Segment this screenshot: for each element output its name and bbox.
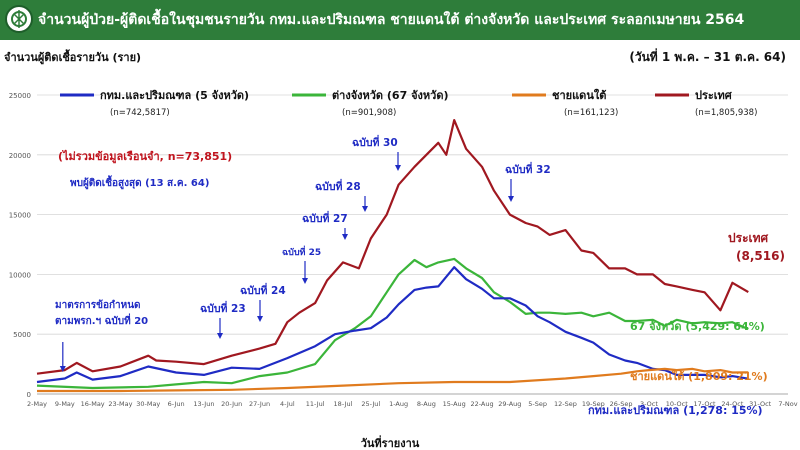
annotation-order-6: ฉบับที่ 32 xyxy=(505,161,551,176)
annotation-order-4: ฉบับที่ 28 xyxy=(315,178,361,193)
page-title: จำนวนผู้ป่วย-ผู้ติดเชื้อในชุมชนรายวัน กท… xyxy=(38,12,745,28)
x-tick-label: 23-May xyxy=(108,400,132,408)
annotation-exclude-prison: (ไม่รวมข้อมูลเรือนจำ, n=73,851) xyxy=(58,149,232,164)
x-tick-label: 4-Jul xyxy=(280,400,295,408)
x-tick-label: 29-Aug xyxy=(498,400,521,408)
x-axis-title: วันที่รายงาน xyxy=(361,435,420,450)
legend-n-south: (n=161,123) xyxy=(564,108,618,118)
x-tick-label: 27-Jun xyxy=(249,400,270,408)
y-tick-label: 15000 xyxy=(9,212,31,220)
annotation-order-0: ฉบับที่ 23 xyxy=(200,300,246,315)
legend-label-provinces: ต่างจังหวัด (67 จังหวัด) xyxy=(332,89,449,102)
legend-label-south: ชายแดนใต้ xyxy=(552,88,606,102)
x-tick-label: 30-May xyxy=(136,400,160,408)
x-tick-label: 16-May xyxy=(81,400,105,408)
arrow-order-6-head xyxy=(508,196,514,202)
y-tick-label: 0 xyxy=(27,391,31,399)
legend-n-provinces: (n=901,908) xyxy=(342,108,396,118)
x-tick-label: 24-Oct xyxy=(721,400,743,408)
period-label: (วันที่ 1 พ.ค. – 31 ต.ค. 64) xyxy=(629,50,786,64)
end-label-nation: ประเทศ xyxy=(728,231,769,245)
x-tick-label: 7-Nov xyxy=(778,400,797,408)
x-tick-label: 25-Jul xyxy=(361,400,380,408)
series-line-nation xyxy=(36,119,749,375)
arrow-order-4-head xyxy=(362,206,368,212)
x-tick-label: 2-May xyxy=(27,400,47,408)
y-tick-label: 20000 xyxy=(9,152,31,160)
arrow-order-0-head xyxy=(217,333,223,339)
annotation-measure-line2: ตามพรก.ฯ ฉบับที่ 20 xyxy=(55,313,148,327)
x-tick-label: 26-Sep xyxy=(610,400,633,408)
x-tick-label: 6-Jun xyxy=(168,400,185,408)
annotation-order-1: ฉบับที่ 24 xyxy=(240,282,286,297)
x-tick-label: 8-Aug xyxy=(417,400,436,408)
annotation-measure-line1: มาตรการข้อกำหนด xyxy=(55,299,141,311)
y-tick-label: 5000 xyxy=(13,331,31,339)
y-tick-label: 10000 xyxy=(9,271,31,279)
annotation-order-3: ฉบับที่ 27 xyxy=(302,210,348,225)
x-tick-label: 22-Aug xyxy=(470,400,493,408)
y-tick-label: 25000 xyxy=(9,92,31,100)
legend-n-nation: (n=1,805,938) xyxy=(695,108,757,118)
legend-n-bangkok: (n=742,5817) xyxy=(110,108,170,118)
header-bar: จำนวนผู้ป่วย-ผู้ติดเชื้อในชุมชนรายวัน กท… xyxy=(0,0,800,40)
arrow-order-20-head xyxy=(59,366,66,372)
series-line-south xyxy=(37,367,749,393)
x-tick-label: 20-Jun xyxy=(221,400,242,408)
x-tick-label: 11-Jul xyxy=(306,400,325,408)
legend-label-nation: ประเทศ xyxy=(695,89,733,102)
end-label-bangkok: กทม.และปริมณฑล (1,278: 15%) xyxy=(588,404,763,417)
x-tick-label: 12-Sep xyxy=(554,400,577,408)
arrow-order-2-head xyxy=(302,278,308,284)
end-label-nation-value: (8,516) xyxy=(736,249,785,263)
x-tick-label: 19-Sep xyxy=(582,400,605,408)
end-label-provinces: 67 จังหวัด (5,429: 64%) xyxy=(630,320,765,333)
x-tick-label: 18-Jul xyxy=(334,400,353,408)
x-tick-label: 10-Oct xyxy=(666,400,688,408)
x-tick-label: 9-May xyxy=(55,400,75,408)
arrow-order-3-head xyxy=(342,234,348,240)
arrow-order-5-head xyxy=(395,165,401,171)
annotation-order-5: ฉบับที่ 30 xyxy=(352,134,398,149)
x-tick-label: 15-Aug xyxy=(443,400,466,408)
x-tick-label: 13-Jun xyxy=(193,400,214,408)
annotation-peak-note: พบผู้ติดเชื้อสูงสุด (13 ส.ค. 64) xyxy=(70,175,209,190)
y-axis-title: จำนวนผู้ติดเชื้อรายวัน (ราย) xyxy=(4,51,142,64)
end-label-south: ชายแดนใต้ (1,809: 21%) xyxy=(630,369,768,383)
annotation-order-2: ฉบับที่ 25 xyxy=(282,245,321,258)
line-chart: 0 5000 10000 15000 20000 25000 2-May 9-May 16-Ma… xyxy=(9,88,798,450)
legend-label-bangkok: กทม.และปริมณฑล (5 จังหวัด) xyxy=(100,89,249,102)
x-tick-label: 5-Sep xyxy=(528,400,547,408)
series-line-provinces xyxy=(36,257,749,390)
arrow-order-1-head xyxy=(257,316,263,322)
x-tick-label: 17-Oct xyxy=(694,400,716,408)
ministry-logo-icon xyxy=(5,5,33,33)
x-tick-label: 3-Oct xyxy=(640,400,658,408)
x-tick-label: 1-Aug xyxy=(389,400,408,408)
x-tick-label: 31-Oct xyxy=(749,400,771,408)
